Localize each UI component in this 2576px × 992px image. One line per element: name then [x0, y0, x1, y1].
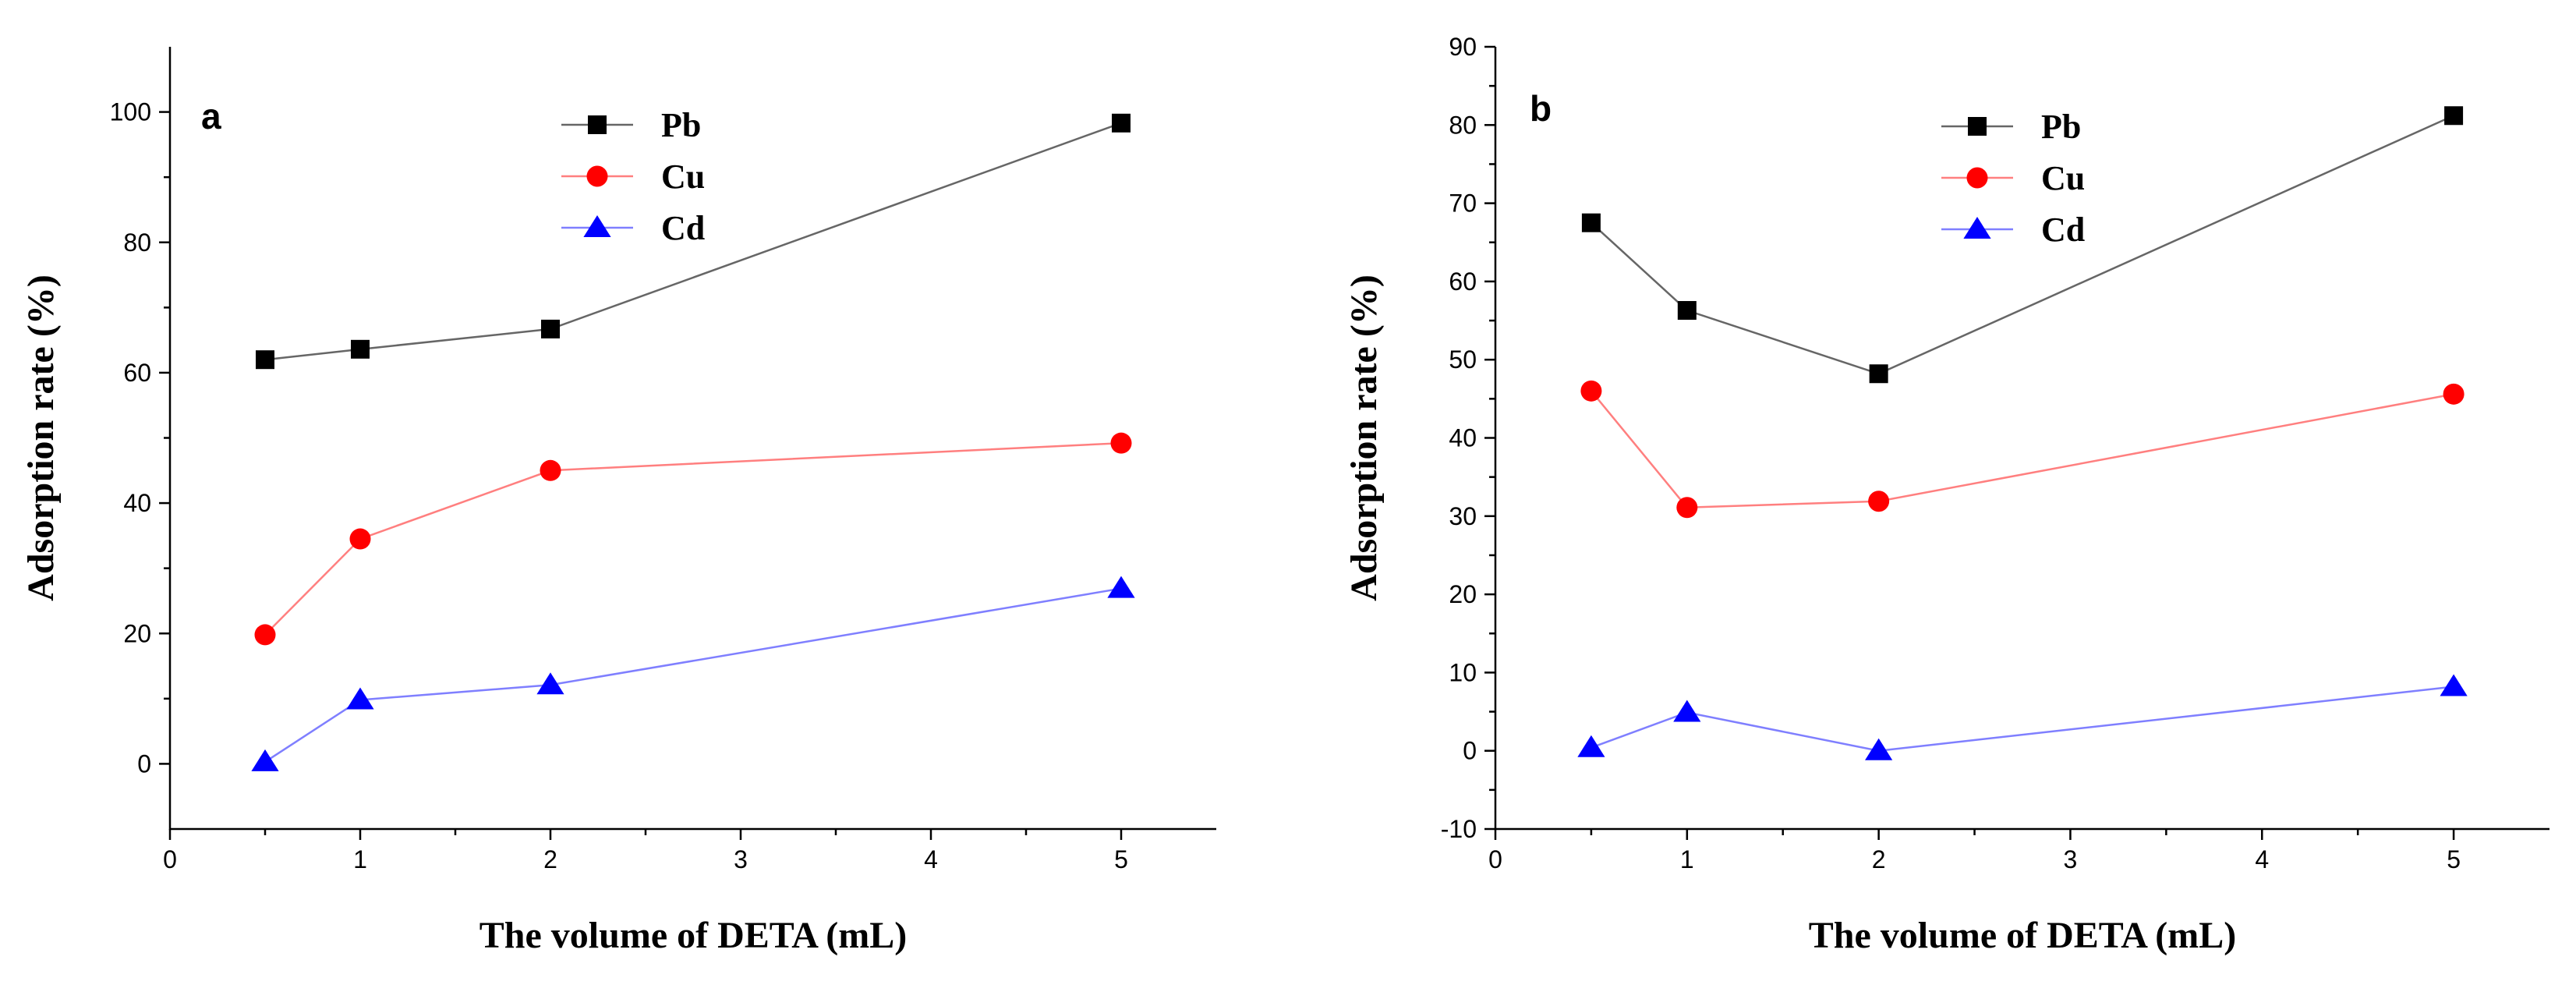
x-tick-label: 0	[1488, 845, 1502, 873]
y-tick-label: 40	[123, 489, 151, 517]
y-axis-title: Adsorption rate (%)	[20, 275, 62, 601]
y-tick-label: 70	[1449, 190, 1477, 218]
series-cd	[1577, 674, 2468, 760]
x-axis-title: The volume of DETA (mL)	[479, 915, 907, 956]
chart-panel-a: 0 1 2 3 4 5 0 20 40 60 80 100 The volume of DETA (mL…	[20, 47, 1216, 956]
y-tick-label: 80	[123, 229, 151, 257]
y-tick-label: 100	[110, 98, 151, 126]
legend-entry-pb: Pb	[1941, 108, 2081, 146]
y-tick-label: 50	[1449, 345, 1477, 374]
legend-label: Pb	[2041, 108, 2081, 146]
series-cd	[251, 576, 1135, 771]
legend-entry-cu: Cu	[1941, 159, 2085, 197]
x-tick-label: 2	[543, 845, 557, 873]
legend-marker	[588, 115, 607, 134]
data-point	[254, 624, 276, 646]
data-point	[251, 749, 279, 771]
x-tick-label: 4	[2255, 845, 2269, 873]
legend-label: Pb	[661, 106, 701, 144]
x-tick-label: 5	[2447, 845, 2461, 873]
series-line	[1591, 686, 2454, 752]
data-point	[1869, 364, 1888, 384]
y-tick-label: 10	[1449, 658, 1477, 686]
legend-marker	[586, 165, 608, 187]
chart-panel-b: 0 1 2 3 4 5 -10 0 10 20 30 40 50 60 70 80 90 The volume o…	[1343, 33, 2549, 956]
data-point	[1677, 301, 1697, 321]
y-tick-label: -10	[1441, 815, 1477, 843]
series-cu	[1580, 380, 2465, 519]
y-tick-label: 60	[1449, 267, 1477, 296]
data-point	[536, 672, 564, 695]
series-line	[264, 587, 1122, 763]
data-point	[349, 528, 371, 550]
data-point	[540, 459, 561, 481]
y-axis-title: Adsorption rate (%)	[1343, 275, 1385, 601]
legend-label: Cu	[2041, 159, 2085, 197]
series-line	[264, 122, 1122, 361]
legend-entry-cu: Cu	[561, 158, 705, 196]
data-point	[1110, 432, 1132, 454]
x-tick-label: 0	[163, 845, 177, 873]
data-point	[541, 319, 560, 338]
x-axis-title: The volume of DETA (mL)	[1809, 915, 2236, 956]
y-tick-label: 0	[1463, 737, 1477, 765]
data-point	[2444, 106, 2464, 126]
series-line	[1591, 115, 2454, 375]
legend-entry-pb: Pb	[561, 106, 701, 144]
x-tick-label: 3	[2064, 845, 2078, 873]
legend-marker	[1963, 217, 1991, 239]
y-tick-label: 30	[1449, 502, 1477, 530]
data-point	[1868, 491, 1890, 512]
series-line	[264, 441, 1122, 636]
data-point	[1865, 738, 1893, 760]
legend-entry-cd: Cd	[561, 209, 705, 247]
axes-frame	[1494, 47, 2549, 831]
series-line	[1590, 390, 2454, 509]
panel-label: a	[201, 96, 221, 136]
y-tick-label: 80	[1449, 111, 1477, 139]
legend-marker	[1966, 167, 1988, 189]
x-tick-label: 5	[1114, 845, 1128, 873]
data-point	[351, 339, 370, 359]
legend-label: Cu	[661, 158, 705, 196]
panel-label: b	[1530, 88, 1552, 129]
legend-label: Cd	[661, 209, 705, 247]
y-tick-label: 40	[1449, 424, 1477, 452]
data-point	[346, 687, 374, 710]
x-tick-label: 3	[734, 845, 748, 873]
legend-entry-cd: Cd	[1941, 211, 2085, 249]
x-tick-label: 1	[1680, 845, 1694, 873]
x-tick-label: 1	[353, 845, 367, 873]
legend-marker	[1968, 117, 1987, 136]
y-tick-label: 20	[123, 619, 151, 647]
data-point	[1673, 700, 1701, 722]
data-point	[1112, 113, 1131, 133]
data-point	[256, 350, 274, 370]
data-point	[1107, 576, 1135, 598]
data-point	[1580, 380, 1602, 402]
series-cu	[254, 432, 1132, 646]
data-point	[2443, 383, 2465, 405]
series-pb	[256, 113, 1131, 370]
data-point	[2440, 674, 2468, 696]
y-tick-label: 20	[1449, 580, 1477, 608]
legend-marker	[583, 215, 611, 237]
y-tick-label: 60	[123, 359, 151, 387]
legend-label: Cd	[2041, 211, 2085, 249]
data-point	[1581, 213, 1601, 232]
y-tick-label: 90	[1449, 33, 1477, 61]
x-tick-label: 2	[1872, 845, 1886, 873]
data-point	[1577, 735, 1605, 757]
data-point	[1676, 497, 1698, 519]
y-tick-label: 0	[137, 749, 151, 778]
x-tick-label: 4	[924, 845, 938, 873]
series-pb	[1581, 106, 2464, 384]
